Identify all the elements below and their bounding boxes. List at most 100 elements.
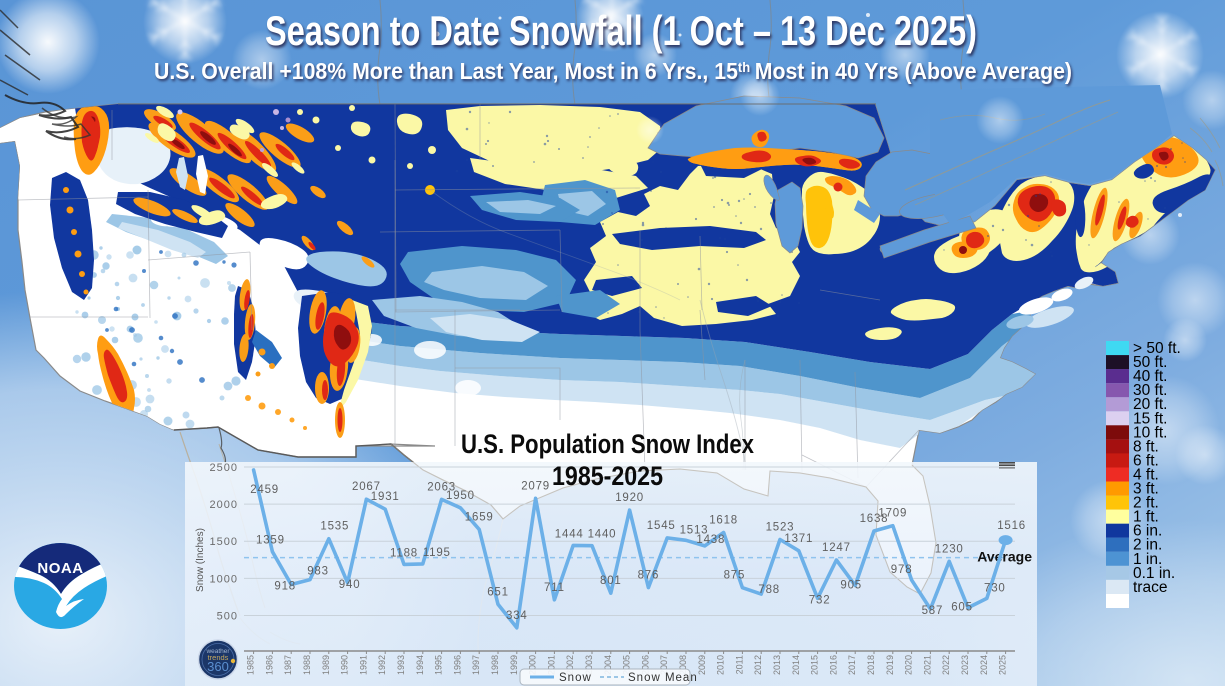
svg-text:1985-2025: 1985-2025 (552, 461, 663, 491)
svg-text:1993: 1993 (396, 655, 406, 675)
svg-text:2018: 2018 (866, 655, 876, 675)
svg-text:2 in.: 2 in. (1133, 537, 1162, 554)
svg-text:50 ft.: 50 ft. (1133, 354, 1167, 371)
svg-text:1990: 1990 (340, 655, 350, 675)
svg-text:788: 788 (758, 584, 780, 596)
svg-text:1444: 1444 (555, 528, 584, 540)
svg-text:1523: 1523 (766, 522, 795, 534)
svg-text:6 ft.: 6 ft. (1133, 452, 1159, 469)
svg-text:trends: trends (208, 653, 229, 662)
svg-text:U.S. Population Snow Index: U.S. Population Snow Index (461, 429, 754, 459)
svg-text:905: 905 (840, 579, 862, 591)
svg-text:1997: 1997 (471, 655, 481, 675)
svg-text:1998: 1998 (490, 655, 500, 675)
svg-text:711: 711 (544, 582, 565, 594)
svg-text:Average: Average (977, 549, 1032, 565)
svg-text:876: 876 (638, 570, 660, 582)
svg-text:978: 978 (891, 564, 913, 576)
svg-text:1709: 1709 (878, 508, 907, 520)
svg-text:2008: 2008 (678, 655, 688, 675)
svg-text:> 50 ft.: > 50 ft. (1133, 340, 1181, 357)
svg-text:2015: 2015 (810, 655, 820, 675)
svg-text:U.S. Overall +108% More than L: U.S. Overall +108% More than Last Year, … (154, 58, 1072, 84)
svg-text:1 in.: 1 in. (1133, 551, 1162, 568)
svg-text:1950: 1950 (446, 490, 475, 502)
svg-text:15 ft.: 15 ft. (1133, 410, 1167, 427)
svg-text:1371: 1371 (784, 533, 813, 545)
svg-text:2079: 2079 (521, 480, 550, 492)
svg-text:1985: 1985 (246, 655, 256, 675)
svg-text:2500: 2500 (210, 462, 238, 474)
svg-text:2459: 2459 (250, 484, 279, 496)
svg-text:1513: 1513 (680, 524, 709, 536)
svg-text:2011: 2011 (734, 655, 744, 674)
svg-text:651: 651 (487, 586, 509, 598)
svg-text:801: 801 (600, 575, 622, 587)
svg-text:Snow Mean: Snow Mean (628, 672, 698, 684)
svg-text:3 ft.: 3 ft. (1133, 481, 1159, 498)
svg-text:732: 732 (809, 594, 831, 606)
svg-text:1920: 1920 (615, 492, 644, 504)
svg-text:2025: 2025 (998, 655, 1008, 675)
svg-text:2004: 2004 (603, 655, 613, 675)
svg-text:40 ft.: 40 ft. (1133, 368, 1167, 385)
svg-text:1516: 1516 (997, 520, 1026, 532)
svg-text:1188: 1188 (390, 547, 418, 559)
svg-text:2000: 2000 (210, 499, 238, 511)
svg-text:2016: 2016 (828, 655, 838, 675)
svg-text:4 ft.: 4 ft. (1133, 467, 1159, 484)
svg-text:1996: 1996 (452, 655, 462, 675)
svg-text:30 ft.: 30 ft. (1133, 382, 1167, 399)
svg-text:1931: 1931 (371, 491, 400, 503)
svg-text:2002: 2002 (565, 655, 575, 675)
svg-text:2023: 2023 (960, 655, 970, 675)
svg-text:2022: 2022 (941, 655, 951, 675)
svg-text:1359: 1359 (256, 535, 285, 547)
svg-text:2007: 2007 (659, 655, 669, 675)
svg-text:2009: 2009 (697, 655, 707, 675)
svg-text:2010: 2010 (716, 655, 726, 675)
svg-text:1991: 1991 (358, 655, 368, 675)
svg-text:1 ft.: 1 ft. (1133, 509, 1159, 526)
svg-text:1638: 1638 (860, 513, 889, 525)
svg-text:1986: 1986 (264, 655, 274, 675)
svg-text:20 ft.: 20 ft. (1133, 396, 1167, 413)
svg-text:605: 605 (951, 602, 973, 614)
svg-text:500: 500 (217, 611, 238, 623)
svg-text:334: 334 (506, 610, 528, 622)
svg-text:1195: 1195 (423, 547, 451, 559)
svg-text:2019: 2019 (885, 655, 895, 675)
svg-text:2006: 2006 (640, 655, 650, 675)
svg-text:1999: 1999 (509, 655, 519, 675)
svg-text:730: 730 (984, 582, 1006, 594)
svg-text:Snow: Snow (559, 672, 592, 684)
svg-text:trace: trace (1133, 579, 1167, 596)
svg-text:1618: 1618 (709, 515, 738, 527)
svg-text:Snow (Inches): Snow (Inches) (195, 528, 206, 592)
svg-text:NOAA: NOAA (37, 560, 83, 577)
svg-text:0.1 in.: 0.1 in. (1133, 565, 1175, 582)
svg-text:2021: 2021 (922, 655, 932, 675)
svg-text:weather: weather (205, 648, 230, 655)
svg-text:1989: 1989 (321, 655, 331, 675)
svg-text:1992: 1992 (377, 655, 387, 675)
svg-text:1994: 1994 (415, 655, 425, 675)
svg-text:6 in.: 6 in. (1133, 523, 1162, 540)
svg-text:2067: 2067 (352, 481, 381, 493)
svg-text:2003: 2003 (584, 655, 594, 675)
svg-text:1535: 1535 (320, 521, 349, 533)
svg-text:2024: 2024 (979, 655, 989, 675)
svg-text:1995: 1995 (434, 655, 444, 675)
svg-text:1500: 1500 (210, 536, 238, 548)
svg-text:2014: 2014 (791, 655, 801, 675)
svg-text:1659: 1659 (465, 511, 494, 523)
svg-text:Season to Date Snowfall (1 Oct: Season to Date Snowfall (1 Oct – 13 Dec … (265, 7, 977, 54)
svg-text:2063: 2063 (427, 481, 456, 493)
svg-text:1438: 1438 (696, 534, 725, 546)
svg-text:983: 983 (307, 566, 329, 578)
svg-text:1230: 1230 (935, 543, 964, 555)
svg-text:8 ft.: 8 ft. (1133, 438, 1159, 455)
svg-text:587: 587 (922, 605, 944, 617)
svg-text:918: 918 (274, 581, 296, 593)
svg-text:875: 875 (724, 570, 746, 582)
